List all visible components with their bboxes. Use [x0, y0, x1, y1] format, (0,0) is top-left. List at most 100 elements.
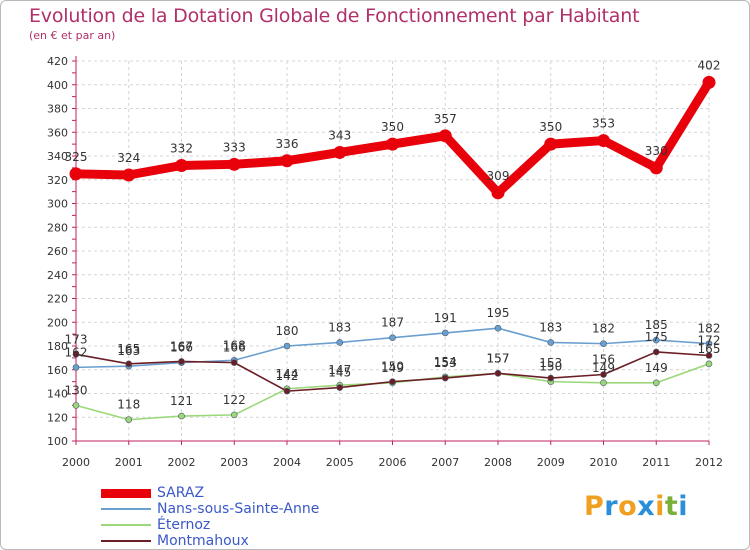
data-point — [652, 336, 660, 344]
data-point — [652, 348, 660, 356]
line-chart: 1001201401601802002202402602803003203403… — [47, 55, 723, 469]
data-point — [705, 340, 713, 347]
y-tick-label: 280 — [47, 221, 68, 234]
data-label: 402 — [698, 58, 721, 72]
data-label: 121 — [170, 394, 193, 408]
data-point — [336, 339, 344, 346]
y-tick-label: 320 — [47, 174, 68, 187]
data-label: 162 — [65, 345, 88, 359]
logo-letter: P — [584, 491, 605, 522]
legend-label: Montmahoux — [157, 533, 249, 549]
x-tick-label: 2012 — [695, 456, 723, 469]
data-point — [544, 137, 558, 151]
data-label: 122 — [223, 393, 246, 407]
y-tick-label: 300 — [47, 198, 68, 211]
x-tick-label: 2010 — [590, 456, 618, 469]
data-point — [283, 342, 291, 350]
data-point — [438, 129, 452, 143]
legend-label: Éternoz — [157, 517, 211, 533]
y-tick-label: 380 — [47, 103, 68, 116]
data-point — [652, 379, 660, 387]
y-tick-label: 260 — [47, 245, 68, 258]
data-point — [491, 186, 505, 200]
data-point — [547, 339, 555, 346]
data-point — [280, 154, 294, 168]
logo-letter: i — [655, 491, 665, 522]
x-tick-label: 2011 — [642, 456, 670, 469]
data-point — [494, 370, 502, 377]
x-tick-label: 2006 — [379, 456, 407, 469]
data-label: 191 — [434, 311, 457, 325]
y-tick-label: 360 — [47, 126, 68, 139]
data-label: 325 — [65, 150, 88, 164]
y-tick-label: 140 — [47, 388, 68, 401]
legend-swatch — [101, 524, 151, 526]
data-point — [230, 411, 238, 419]
data-point — [386, 137, 399, 151]
data-point — [600, 340, 607, 347]
logo-letter: o — [618, 491, 638, 522]
data-label: 163 — [117, 344, 140, 358]
legend-label: Nans-sous-Sainte-Anne — [157, 501, 320, 517]
logo-letter: r — [604, 491, 619, 522]
data-point — [547, 374, 555, 382]
y-tick-label: 100 — [47, 435, 68, 448]
data-label: 173 — [65, 332, 88, 346]
data-label: 156 — [592, 353, 615, 367]
x-tick-label: 2001 — [115, 456, 143, 469]
y-tick-label: 180 — [47, 340, 68, 353]
y-tick-label: 200 — [47, 316, 68, 329]
data-label: 150 — [539, 360, 562, 374]
x-tick-label: 2002 — [168, 456, 196, 469]
data-label: 142 — [276, 369, 299, 383]
legend-swatch — [101, 540, 151, 542]
x-tick-label: 2000 — [62, 456, 90, 469]
data-label: 350 — [539, 120, 562, 134]
data-label: 182 — [698, 322, 721, 336]
data-point — [600, 379, 607, 387]
data-label: 118 — [117, 398, 140, 412]
data-point — [494, 324, 502, 332]
data-label: 353 — [592, 117, 615, 131]
data-point — [705, 360, 713, 368]
data-label: 309 — [487, 169, 510, 183]
data-label: 157 — [487, 351, 510, 365]
y-tick-label: 340 — [47, 150, 68, 163]
logo-letter: t — [664, 491, 679, 522]
x-tick-label: 2005 — [326, 456, 354, 469]
data-point — [125, 360, 133, 368]
y-tick-label: 400 — [47, 79, 68, 92]
data-point — [600, 371, 607, 378]
logo-letter: i — [678, 491, 689, 522]
y-tick-label: 120 — [47, 411, 68, 424]
data-point — [336, 384, 344, 391]
data-point — [705, 352, 713, 359]
data-label: 336 — [276, 137, 299, 151]
logo-letter: x — [637, 491, 656, 522]
data-label: 153 — [434, 356, 457, 370]
data-label: 330 — [645, 144, 668, 158]
y-tick-label: 220 — [47, 293, 68, 306]
data-label: 166 — [170, 341, 193, 355]
data-label: 147 — [328, 363, 351, 377]
data-point — [230, 359, 238, 366]
data-label: 130 — [65, 383, 88, 397]
data-label: 183 — [539, 320, 562, 334]
x-tick-label: 2003 — [220, 456, 248, 469]
data-label: 149 — [645, 361, 668, 375]
data-label: 167 — [170, 339, 193, 353]
data-point — [702, 75, 716, 89]
data-label: 182 — [592, 322, 615, 336]
data-point — [283, 387, 291, 395]
data-label: 144 — [276, 367, 299, 381]
data-point — [178, 358, 185, 365]
data-point — [175, 159, 188, 172]
data-label: 180 — [276, 324, 299, 338]
y-tick-label: 160 — [47, 364, 68, 377]
x-tick-label: 2004 — [273, 456, 301, 469]
data-label: 357 — [434, 112, 457, 126]
data-label: 185 — [645, 318, 668, 332]
y-tick-label: 420 — [47, 55, 68, 68]
data-label: 332 — [170, 142, 193, 156]
